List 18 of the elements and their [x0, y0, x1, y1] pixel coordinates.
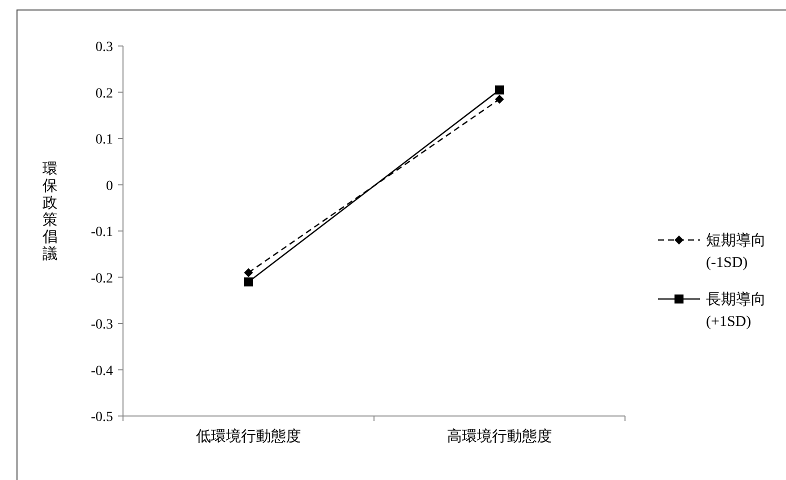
- x-tick-label: 低環境行動態度: [196, 428, 301, 445]
- point: [244, 277, 253, 286]
- point: [495, 85, 504, 94]
- point: [495, 94, 504, 104]
- y-tick-label: 0: [106, 178, 113, 194]
- y-axis-title: 環保政策倡議: [42, 162, 58, 262]
- y-tick-label: -0.2: [90, 271, 113, 286]
- y-tick-label: 0.2: [96, 86, 113, 102]
- x-tick-label: 高環境行動態度: [447, 428, 552, 445]
- y-tick-label: 0.3: [96, 40, 113, 55]
- legend-label: 長期導向 (+1SD): [706, 291, 766, 330]
- point: [244, 268, 253, 278]
- y-tick-label: -0.1: [90, 225, 113, 240]
- y-tick-label: -0.5: [90, 410, 113, 425]
- legend-label: 短期導向 (-1SD): [706, 232, 766, 271]
- y-tick-label: -0.4: [90, 364, 113, 379]
- y-tick-label: 0.1: [96, 132, 113, 148]
- y-tick-label: -0.3: [90, 318, 113, 332]
